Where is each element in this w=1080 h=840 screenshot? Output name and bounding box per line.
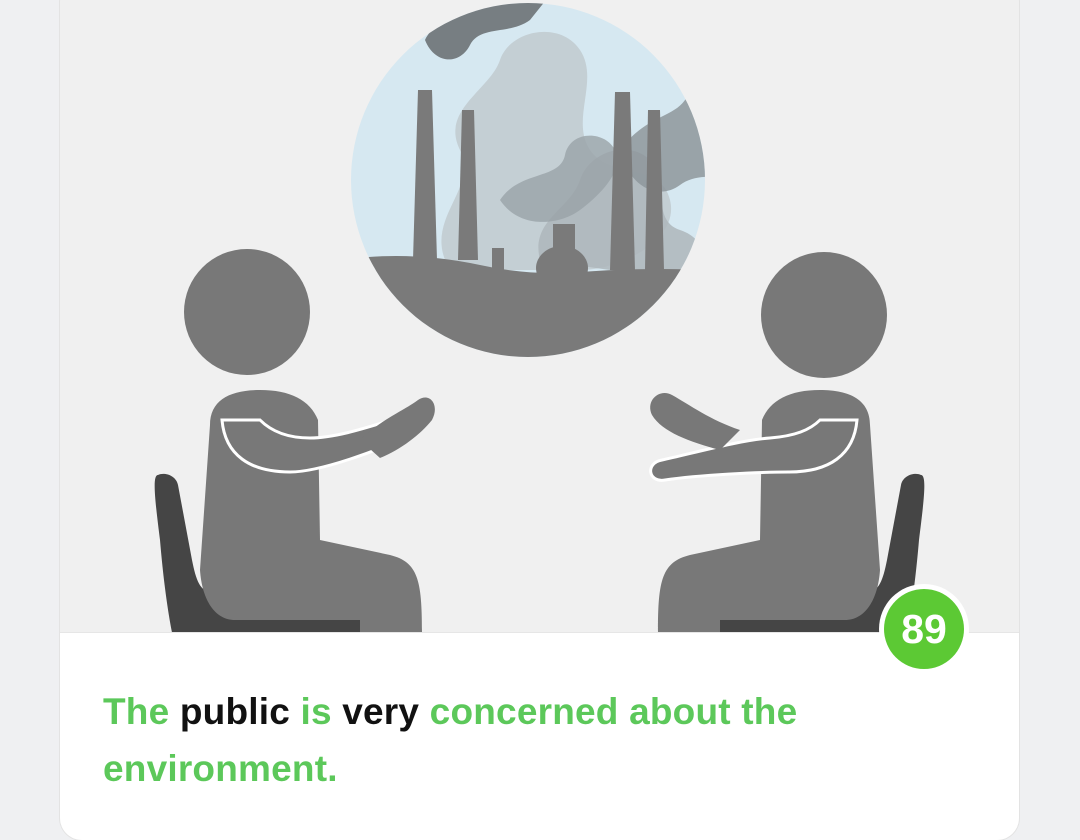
statement-word: The — [103, 691, 170, 732]
question-card: The public is very concerned about the e… — [60, 0, 1019, 840]
statement-word: is — [300, 691, 332, 732]
statement-word: concerned about the environment. — [103, 691, 798, 789]
statement-emphasis-word: very — [342, 691, 420, 732]
score-value: 89 — [884, 589, 964, 669]
people-discussing-pollution-icon — [154, 3, 925, 632]
statement-emphasis-word: public — [179, 691, 291, 732]
score-badge: 89 — [879, 584, 969, 674]
left-person-icon — [154, 249, 435, 632]
right-person-icon — [649, 252, 925, 632]
factory-smoke-icon — [351, 3, 705, 357]
statement-panel: The public is very concerned about the e… — [60, 632, 1019, 840]
statement-text: The public is very concerned about the e… — [103, 683, 863, 797]
